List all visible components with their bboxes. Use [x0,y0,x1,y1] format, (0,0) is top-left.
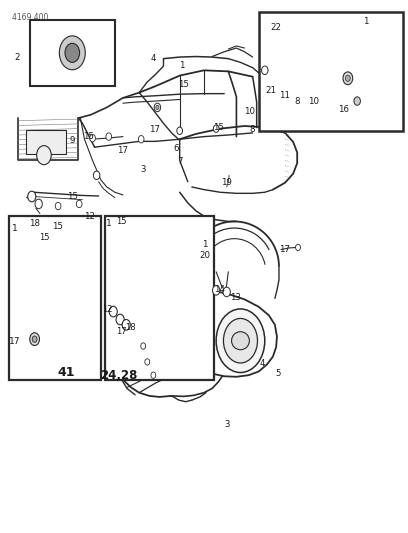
Text: 19: 19 [221,178,232,187]
Text: 15: 15 [178,80,189,89]
Text: 18: 18 [29,219,40,228]
Ellipse shape [232,332,249,350]
Text: 15: 15 [52,222,63,231]
Text: 41: 41 [58,366,75,379]
Circle shape [106,133,112,140]
Circle shape [154,103,161,112]
Circle shape [37,146,51,165]
Text: 8: 8 [249,125,255,134]
Text: 12: 12 [102,305,113,314]
Circle shape [223,287,231,297]
Text: 18: 18 [125,323,135,332]
Bar [105,216,214,381]
Text: 24,28: 24,28 [100,369,137,382]
Text: 17: 17 [149,125,160,134]
Text: 15: 15 [83,132,94,141]
Circle shape [216,309,265,373]
Circle shape [346,75,350,82]
Circle shape [213,286,220,295]
Circle shape [145,359,150,365]
Circle shape [156,106,159,110]
Circle shape [116,314,124,325]
Circle shape [55,203,61,210]
Bar [30,20,115,86]
Text: 1: 1 [106,219,111,228]
Text: 11: 11 [279,91,290,100]
Text: 2: 2 [15,53,20,62]
Text: 15: 15 [67,192,78,201]
Text: 14: 14 [214,285,225,294]
Text: 1: 1 [179,61,184,69]
Circle shape [35,199,42,209]
Text: 4169 400: 4169 400 [11,13,48,22]
Bar [259,12,403,131]
Bar [203,252,210,258]
Bar [9,216,101,381]
Circle shape [343,72,353,85]
Text: 4: 4 [260,359,266,367]
Text: 15: 15 [213,123,224,132]
Text: 10: 10 [308,96,319,106]
Circle shape [59,36,85,70]
Circle shape [151,372,156,378]
Text: 1: 1 [364,17,369,26]
Text: 3: 3 [140,166,146,174]
Circle shape [122,319,130,330]
Circle shape [141,343,146,349]
Text: 1: 1 [202,240,208,249]
Text: 15: 15 [116,217,126,226]
Circle shape [224,318,257,363]
Text: 15: 15 [39,233,49,242]
Text: 17: 17 [116,327,126,336]
Circle shape [28,191,36,202]
Text: 5: 5 [275,369,281,378]
Circle shape [213,125,219,132]
Text: 12: 12 [84,212,95,221]
Text: 21: 21 [265,86,276,95]
Circle shape [109,306,117,317]
Text: 17: 17 [9,337,20,346]
Circle shape [262,66,268,75]
Text: 17: 17 [279,245,290,254]
Bar [26,130,66,154]
Circle shape [93,171,100,180]
Circle shape [32,336,37,342]
Text: 6: 6 [173,144,178,154]
Circle shape [354,97,360,106]
Text: 1: 1 [11,224,17,233]
Text: 9: 9 [70,136,75,145]
Text: 3: 3 [225,420,230,429]
Circle shape [76,200,82,208]
Text: 10: 10 [244,107,255,116]
Circle shape [90,134,95,142]
Text: 20: 20 [200,252,210,261]
Text: 7: 7 [177,157,182,166]
Text: 13: 13 [230,293,241,302]
Circle shape [295,244,300,251]
Circle shape [30,333,40,345]
Circle shape [138,135,144,143]
Text: 17: 17 [117,147,128,156]
Circle shape [177,127,182,134]
Text: 4: 4 [151,54,156,63]
Circle shape [65,43,80,62]
Text: 16: 16 [338,105,349,114]
Text: 22: 22 [271,23,282,33]
Text: 8: 8 [295,96,300,106]
